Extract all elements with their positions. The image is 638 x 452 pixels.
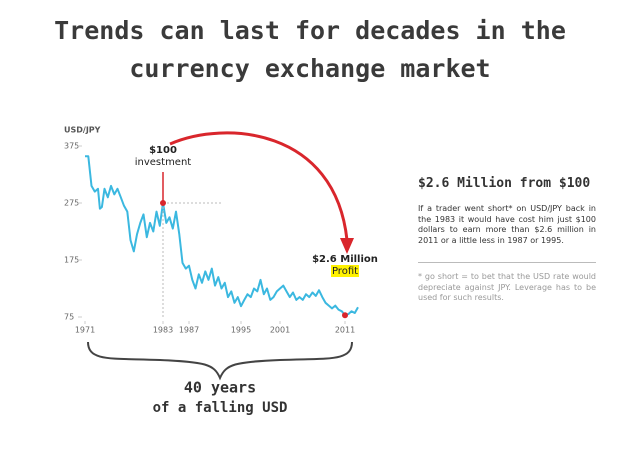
x-tick-label: 1995 bbox=[231, 326, 251, 335]
marker-dot bbox=[342, 312, 348, 319]
marker-dot bbox=[160, 200, 166, 206]
sidebar-heading: $2.6 Million from $100 bbox=[418, 176, 591, 191]
sidebar-text: If a trader went short* on USD/JPY back … bbox=[418, 204, 596, 245]
y-axis-label: USD/JPY bbox=[64, 126, 101, 135]
brace bbox=[87, 341, 353, 381]
line bbox=[85, 155, 359, 317]
arrow-head bbox=[340, 238, 354, 254]
y-tick-label: 75 bbox=[64, 313, 74, 322]
y-tick-label: 375 bbox=[64, 142, 79, 151]
sidebar: $2.6 Million from $100 bbox=[418, 176, 596, 191]
y-tick-label: 275 bbox=[64, 199, 79, 208]
y-tick-label: 175 bbox=[64, 256, 79, 265]
plot: 75 175 275 375 1971 1983 1987 1995 2001 2011 $100i… bbox=[64, 142, 378, 417]
brace-label: 40 years bbox=[184, 379, 256, 397]
x-tick-label: 2001 bbox=[270, 326, 290, 335]
highlight bbox=[331, 265, 359, 277]
annotation: investment bbox=[135, 157, 192, 168]
arrow bbox=[169, 131, 349, 241]
annotation: $100 bbox=[149, 145, 177, 156]
x-tick-label: 1983 bbox=[153, 326, 173, 335]
sidebar-body: If a trader went short* on USD/JPY back … bbox=[418, 204, 596, 246]
annotation: $2.6 Million bbox=[312, 254, 378, 265]
divider bbox=[418, 262, 596, 263]
x-tick-label: 1987 bbox=[179, 326, 199, 335]
title-line: currency exchange market bbox=[129, 54, 490, 83]
x-tick-label: 2011 bbox=[335, 326, 355, 335]
x-tick-label: 1971 bbox=[75, 326, 95, 335]
annotation: Profit bbox=[332, 266, 358, 277]
footnote: * go short = to bet that the USD rate wo… bbox=[418, 272, 596, 303]
sidebar-note: * go short = to bet that the USD rate wo… bbox=[418, 272, 596, 304]
brace-label: of a falling USD bbox=[153, 400, 288, 416]
title-line: Trends can last for decades in the bbox=[54, 16, 566, 45]
